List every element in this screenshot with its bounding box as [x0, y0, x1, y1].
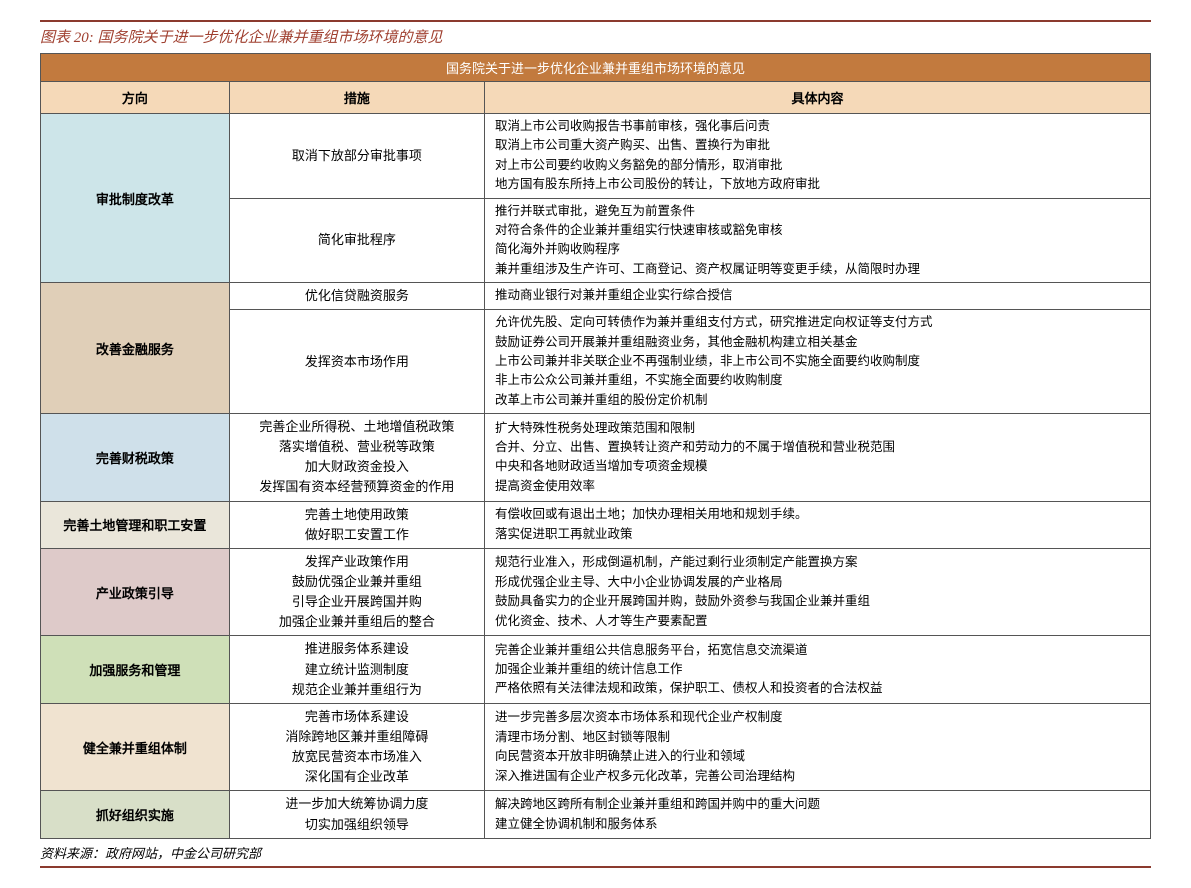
- direction-cell: 完善财税政策: [41, 414, 230, 502]
- content-cell: 完善企业兼并重组公共信息服务平台，拓宽信息交流渠道 加强企业兼并重组的统计信息工…: [484, 636, 1150, 703]
- measure-cell: 推进服务体系建设 建立统计监测制度 规范企业兼并重组行为: [229, 636, 484, 703]
- content-cell: 允许优先股、定向可转债作为兼并重组支付方式，研究推进定向权证等支付方式 鼓励证券…: [484, 310, 1150, 414]
- measure-cell: 优化信贷融资服务: [229, 283, 484, 310]
- measure-cell: 发挥产业政策作用 鼓励优强企业兼并重组 引导企业开展跨国并购 加强企业兼并重组后…: [229, 548, 484, 636]
- header-measure: 措施: [229, 82, 484, 114]
- content-cell: 取消上市公司收购报告书事前审核，强化事后问责 取消上市公司重大资产购买、出售、置…: [484, 114, 1150, 199]
- content-cell: 规范行业准入，形成倒逼机制，产能过剩行业须制定产能置换方案 形成优强企业主导、大…: [484, 548, 1150, 636]
- chart-title: 图表 20: 国务院关于进一步优化企业兼并重组市场环境的意见: [40, 20, 1151, 47]
- direction-cell: 产业政策引导: [41, 548, 230, 636]
- header-content: 具体内容: [484, 82, 1150, 114]
- content-cell: 推动商业银行对兼并重组企业实行综合授信: [484, 283, 1150, 310]
- content-cell: 推行并联式审批，避免互为前置条件 对符合条件的企业兼并重组实行快速审核或豁免审核…: [484, 198, 1150, 283]
- content-cell: 有偿收回或有退出土地；加快办理相关用地和规划手续。 落实促进职工再就业政策: [484, 501, 1150, 548]
- measure-cell: 完善土地使用政策 做好职工安置工作: [229, 501, 484, 548]
- measure-cell: 完善市场体系建设 消除跨地区兼并重组障碍 放宽民营资本市场准入 深化国有企业改革: [229, 703, 484, 791]
- table-banner: 国务院关于进一步优化企业兼并重组市场环境的意见: [41, 54, 1151, 82]
- direction-cell: 审批制度改革: [41, 114, 230, 283]
- measure-cell: 取消下放部分审批事项: [229, 114, 484, 199]
- measure-cell: 简化审批程序: [229, 198, 484, 283]
- direction-cell: 完善土地管理和职工安置: [41, 501, 230, 548]
- direction-cell: 加强服务和管理: [41, 636, 230, 703]
- direction-cell: 改善金融服务: [41, 283, 230, 414]
- measure-cell: 发挥资本市场作用: [229, 310, 484, 414]
- source-note: 资料来源：政府网站，中金公司研究部: [40, 843, 1151, 868]
- header-direction: 方向: [41, 82, 230, 114]
- measure-cell: 完善企业所得税、土地增值税政策 落实增值税、营业税等政策 加大财政资金投入 发挥…: [229, 414, 484, 502]
- content-cell: 进一步完善多层次资本市场体系和现代企业产权制度 清理市场分割、地区封锁等限制 向…: [484, 703, 1150, 791]
- content-cell: 扩大特殊性税务处理政策范围和限制 合并、分立、出售、置换转让资产和劳动力的不属于…: [484, 414, 1150, 502]
- policy-table: 国务院关于进一步优化企业兼并重组市场环境的意见 方向 措施 具体内容 审批制度改…: [40, 53, 1151, 839]
- direction-cell: 健全兼并重组体制: [41, 703, 230, 791]
